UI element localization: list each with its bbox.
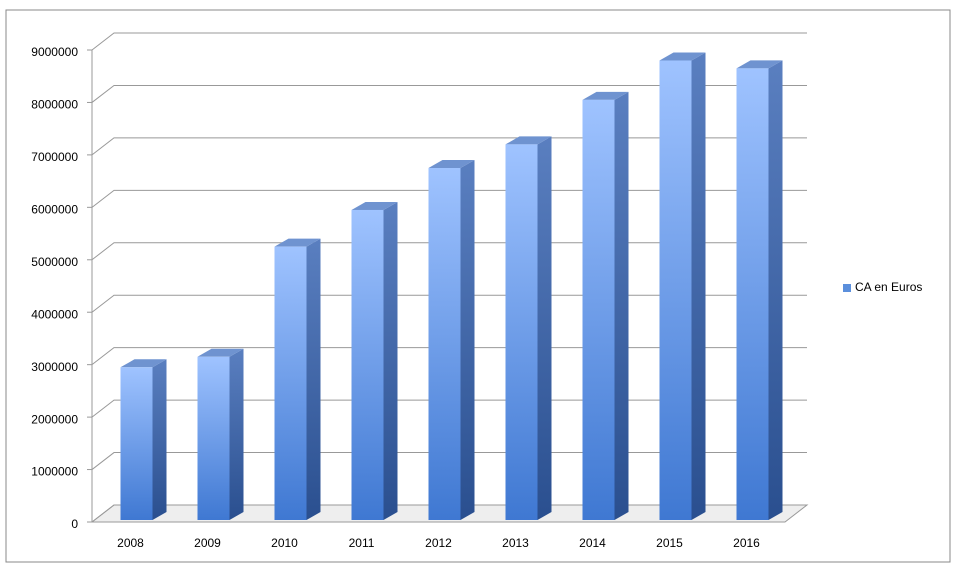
grid-line [91,504,807,523]
bar-top [274,238,321,247]
grid-line [91,84,807,103]
bar [428,168,461,520]
bar-side [383,201,398,520]
bar-side [768,60,783,520]
grid-line [91,137,807,156]
bar-top [505,136,552,145]
x-tick-label: 2009 [194,536,221,550]
x-tick-label: 2012 [425,536,452,550]
x-tick-label: 2015 [656,536,683,550]
bar-top [197,348,244,357]
y-tick-label: 8000000 [31,98,78,112]
y-tick-label: 7000000 [31,150,78,164]
bar [351,209,384,520]
bar-side [614,91,629,521]
y-tick-label: 0 [71,517,78,531]
x-tick-label: 2008 [117,536,144,550]
x-tick-label: 2014 [579,536,606,550]
bar-side [229,348,244,520]
legend-label: CA en Euros [855,280,922,294]
grid-line [91,347,807,366]
x-tick-label: 2016 [733,536,760,550]
bar-side [306,238,321,520]
x-tick-label: 2011 [349,536,375,550]
bar-side [460,160,475,520]
bar [582,99,615,521]
x-tick-label: 2013 [502,536,529,550]
bar [197,356,230,520]
y-tick-label: 2000000 [31,412,78,426]
y-tick-label: 6000000 [31,203,78,217]
grid-line [91,242,807,261]
bar-top [659,52,706,61]
bar [120,367,153,520]
bar [659,60,692,520]
grid-line [91,399,807,418]
grid-line [91,32,807,51]
legend-swatch [843,284,851,292]
x-tick-label: 2010 [271,536,298,550]
bar [274,246,307,520]
bar-top [120,359,167,368]
bar-top [428,160,475,168]
grid-line [91,189,807,208]
y-tick-label: 3000000 [31,360,78,374]
bar-top [736,60,783,69]
bar-top [582,91,629,100]
y-tick-label: 1000000 [31,465,78,479]
bar-top [351,201,398,210]
bar [505,144,538,520]
grid-line [91,294,807,313]
bar [736,68,769,520]
y-tick-label: 5000000 [31,255,78,269]
bar-side [691,52,706,520]
grid-line [91,452,807,470]
y-tick-label: 9000000 [31,45,78,59]
chart-frame [5,9,951,563]
bar-side [537,136,552,520]
y-tick-label: 4000000 [31,307,78,321]
bar-side [152,359,167,520]
